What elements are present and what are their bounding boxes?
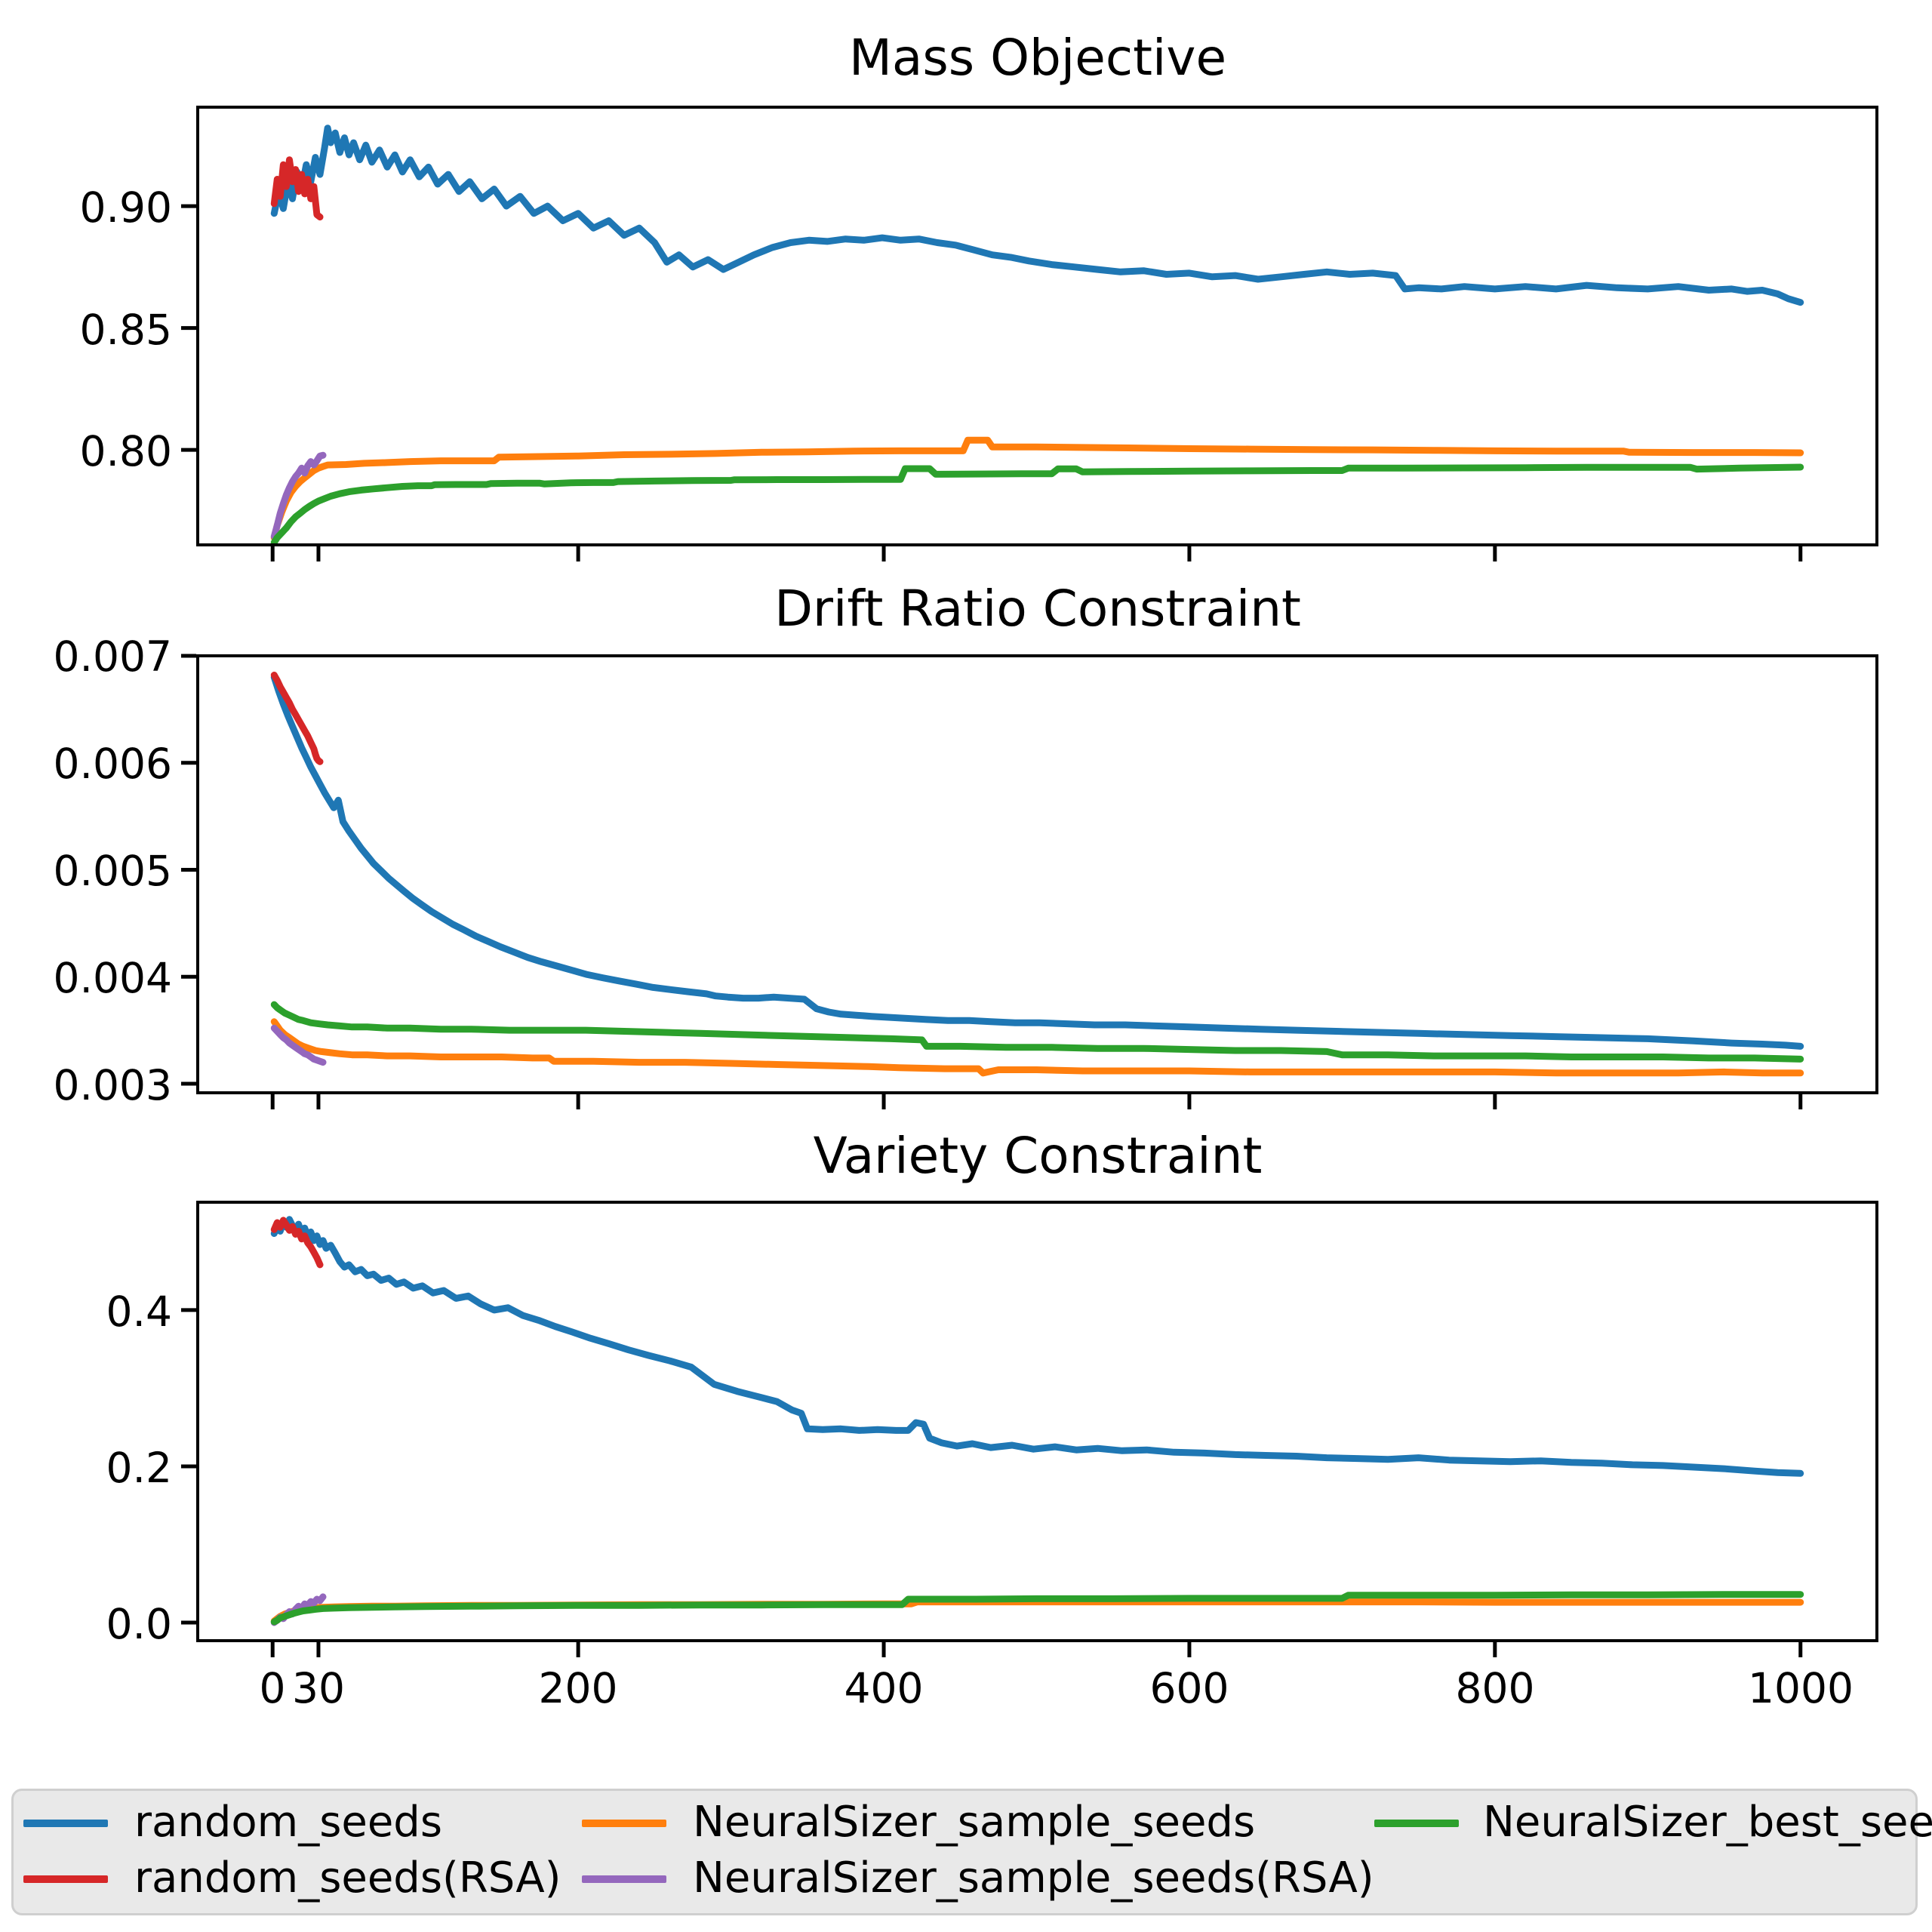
plot-frame — [196, 1201, 1878, 1642]
y-tick-label: 0.0 — [106, 1600, 172, 1648]
x-tick-label: 1000 — [1748, 1664, 1854, 1712]
y-tick-label: 0.85 — [79, 306, 172, 354]
drift-ratio-plot-canvas — [181, 654, 1878, 1109]
y-tick-label: 0.90 — [79, 183, 172, 232]
x-tick-label: 0 — [259, 1664, 286, 1712]
x-tick-label: 30 — [292, 1664, 345, 1712]
y-tick-label: 0.007 — [53, 632, 172, 681]
legend: random_seeds random_seeds(RSA) NeuralSiz… — [11, 1789, 1932, 1915]
chart-title-drift-ratio-constraint: Drift Ratio Constraint — [774, 580, 1301, 638]
x-tick-label: 600 — [1149, 1664, 1229, 1712]
y-tick-label: 0.005 — [53, 847, 172, 895]
drift-ratio-plot — [181, 654, 1878, 1109]
legend-label: random_seeds(RSA) — [134, 1854, 561, 1903]
legend-line-swatch — [23, 1875, 108, 1883]
series-line-random_seeds(RSA) — [270, 672, 324, 765]
variety-plot-canvas — [181, 1201, 1878, 1657]
x-tick-label: 200 — [538, 1664, 618, 1712]
plot-frame — [196, 106, 1878, 546]
series-line-NeuralSizer_sample_seeds — [270, 1018, 1804, 1077]
legend-line-swatch — [23, 1820, 108, 1827]
mass-objective-plot — [181, 106, 1878, 561]
y-tick-label: 0.2 — [106, 1444, 172, 1492]
y-tick-label: 0.4 — [106, 1287, 172, 1336]
series-line-NeuralSizer_best_seed — [270, 463, 1804, 546]
series-line-random_seeds(RSA) — [270, 156, 324, 221]
variety-plot — [181, 1201, 1878, 1657]
y-tick-label: 0.004 — [53, 954, 172, 1002]
y-tick-label: 0.003 — [53, 1061, 172, 1109]
chart-title-mass-objective: Mass Objective — [848, 29, 1227, 87]
legend-label: NeuralSizer_sample_seeds — [693, 1798, 1256, 1847]
x-tick-label: 800 — [1455, 1664, 1535, 1712]
series-line-random_seeds — [270, 125, 1804, 306]
y-tick-label: 0.80 — [79, 427, 172, 475]
y-tick-label: 0.006 — [53, 740, 172, 788]
legend-label: random_seeds — [134, 1798, 442, 1847]
chart-title-variety-constraint: Variety Constraint — [813, 1127, 1263, 1185]
series-line-NeuralSizer_sample_seeds(RSA) — [270, 1024, 327, 1066]
series-line-NeuralSizer_best_seed — [270, 1001, 1804, 1063]
legend-line-swatch — [1374, 1820, 1459, 1827]
series-line-NeuralSizer_sample_seeds — [270, 436, 1804, 541]
series-line-NeuralSizer_sample_seeds(RSA) — [270, 451, 327, 540]
legend-label: NeuralSizer_sample_seeds(RSA) — [693, 1854, 1374, 1903]
series-line-random_seeds — [270, 673, 1804, 1050]
series-line-random_seeds(RSA) — [270, 1217, 324, 1269]
plot-frame — [196, 654, 1878, 1094]
x-tick-label: 400 — [844, 1664, 924, 1712]
series-line-random_seeds — [270, 1216, 1804, 1477]
legend-line-swatch — [582, 1875, 666, 1883]
series-line-NeuralSizer_best_seed — [270, 1591, 1804, 1626]
legend-label: NeuralSizer_best_seed — [1483, 1798, 1932, 1847]
mass-objective-plot-canvas — [181, 106, 1878, 561]
legend-line-swatch — [582, 1820, 666, 1827]
